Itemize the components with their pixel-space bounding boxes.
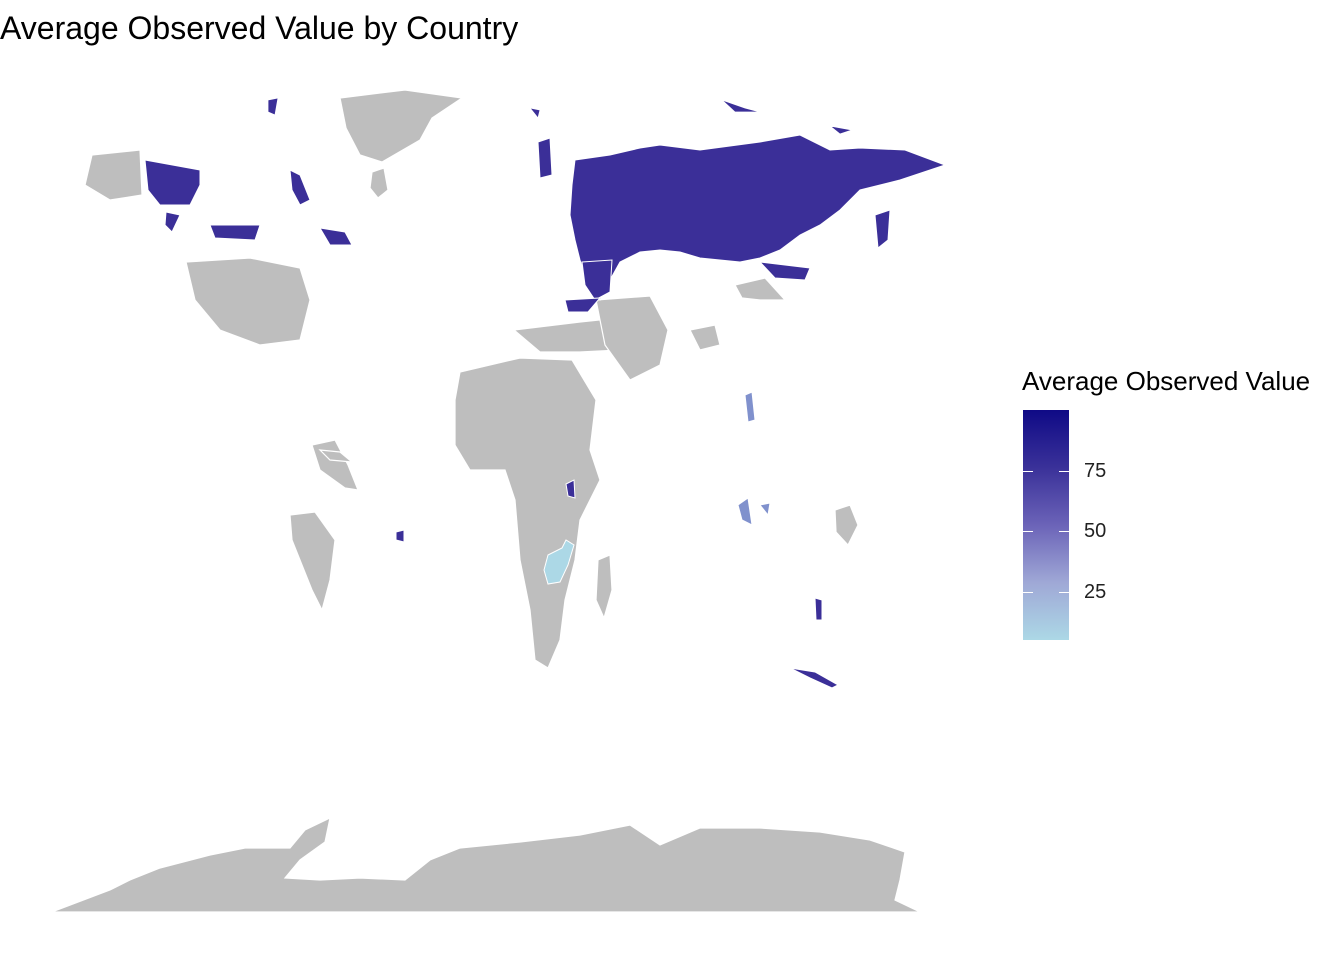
central-asia-region [564,297,602,313]
south-america-shape [289,511,336,612]
east-asia-region-2 [874,209,891,249]
australia-shape [834,504,859,547]
legend-tick-mark-left [1023,592,1033,593]
legend-tick-mark-right [1059,531,1069,532]
se-asia-region-2 [744,391,756,423]
arabia-shape [595,295,669,381]
se-asia-region-3 [759,502,771,517]
legend-tick-label: 75 [1084,460,1107,482]
new-zealand-region [789,667,840,689]
chart-title: Average Observed Value by Country [0,10,519,46]
legend-tick-mark-right [1059,592,1069,593]
africa-shape [454,357,601,669]
legend-tick-mark-left [1023,531,1033,532]
iceland-shape [369,167,389,199]
arctic-island [829,125,853,135]
se-asia-region [737,497,753,526]
alaska-shape [84,149,143,201]
legend-tick-label: 50 [1084,520,1107,542]
legend-colorbar [1023,410,1069,640]
north-america-south-shape [185,257,311,346]
new-zealand-region-2 [814,597,823,621]
legend-tick-mark-left [1023,471,1033,472]
legend-tick-mark-right [1059,471,1069,472]
legend: Average Observed Value 75 50 25 [1022,366,1344,656]
kazakhstan-region [581,259,613,301]
canada-region-5 [164,211,181,233]
caribbean-region [395,529,405,543]
central-america-shape [311,439,359,491]
scandinavia-region [537,137,553,179]
canada-region-3 [289,169,311,206]
south-asia-shape [689,324,721,351]
canada-region [144,159,201,206]
east-asia-region [758,261,811,281]
value-regions [144,134,947,689]
zambia-region [543,539,575,585]
arctic-island [721,99,761,113]
canada-region-2 [209,224,261,241]
antarctica-shape [51,816,921,913]
madagascar-shape [595,554,613,620]
caribbean-shape [318,449,354,463]
world-map-svg [51,89,947,913]
legend-title: Average Observed Value [1022,366,1311,396]
greenland-shape [339,89,464,163]
legend-tick-label: 25 [1084,581,1107,603]
east-africa-region [565,479,576,499]
arctic-islands [267,97,853,135]
arctic-island [529,107,541,119]
no-data-land [51,89,921,913]
arctic-island [267,97,279,116]
east-asia-shape [734,277,787,301]
canada-region-4 [319,227,353,246]
world-map [51,89,947,913]
